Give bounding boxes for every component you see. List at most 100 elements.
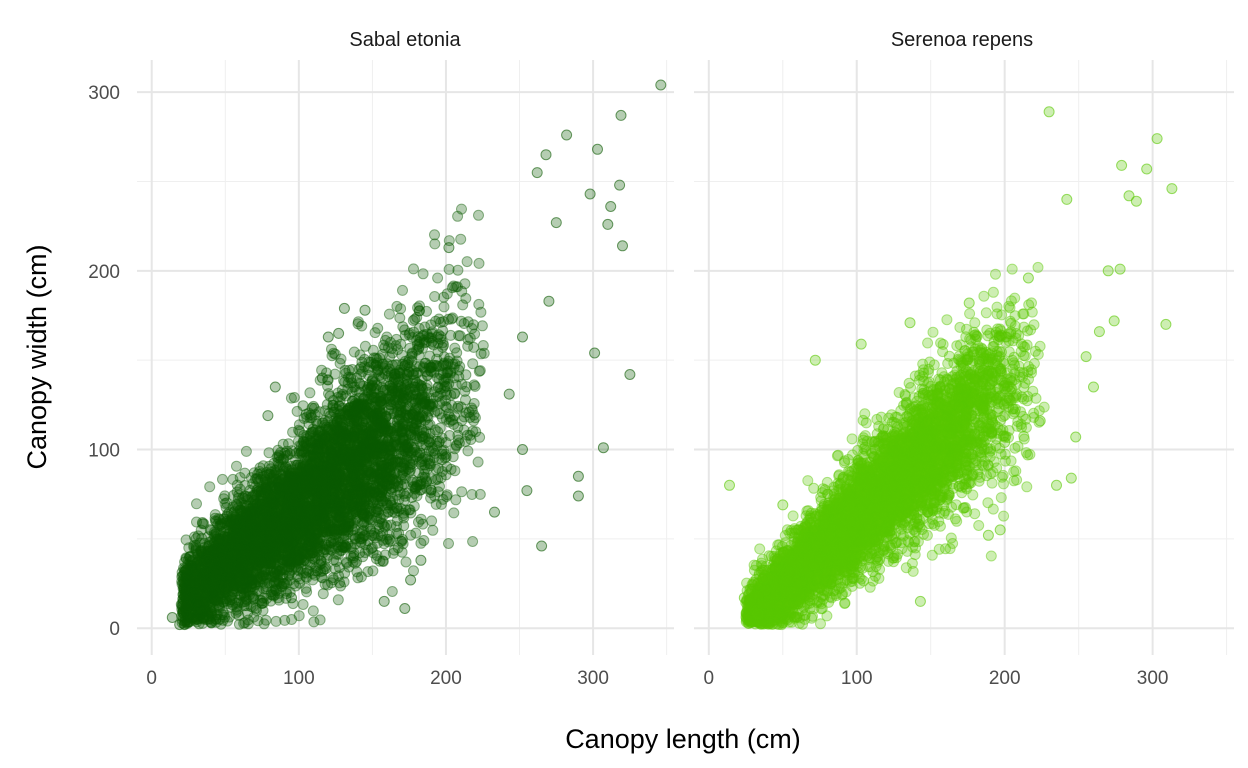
data-point — [214, 593, 226, 604]
data-point — [366, 473, 377, 485]
data-point — [295, 526, 307, 538]
data-point — [205, 592, 217, 603]
data-point — [235, 554, 247, 566]
data-point — [219, 557, 230, 569]
data-point — [268, 470, 279, 481]
data-point — [450, 379, 462, 391]
data-point — [440, 437, 452, 448]
data-point — [222, 548, 234, 560]
data-point — [329, 368, 341, 380]
data-point — [196, 592, 208, 604]
data-point — [462, 445, 474, 457]
data-point — [197, 573, 208, 585]
data-point — [295, 475, 307, 486]
data-point — [230, 561, 242, 573]
data-point — [269, 464, 281, 476]
data-point — [231, 460, 242, 472]
data-point — [343, 511, 355, 523]
data-point — [356, 417, 368, 429]
data-point — [253, 500, 265, 512]
data-point — [189, 567, 201, 579]
data-point — [369, 327, 381, 339]
data-point — [421, 370, 433, 382]
data-point — [259, 553, 271, 565]
data-point — [271, 550, 283, 562]
data-point — [285, 499, 297, 511]
data-point — [378, 520, 390, 532]
data-point — [285, 556, 297, 568]
data-point — [345, 540, 357, 552]
data-point — [443, 538, 454, 549]
data-point — [319, 494, 331, 506]
data-point — [350, 513, 362, 525]
data-point — [441, 367, 453, 379]
data-point — [277, 558, 289, 569]
data-point — [438, 351, 450, 363]
data-point — [371, 505, 383, 517]
data-point — [356, 533, 368, 545]
data-point — [302, 548, 314, 560]
data-point — [473, 257, 485, 269]
data-point — [357, 393, 369, 404]
data-point — [269, 558, 281, 570]
data-point — [319, 472, 331, 484]
data-point — [329, 500, 341, 512]
data-point — [186, 560, 198, 572]
data-point — [324, 410, 336, 422]
data-point — [242, 544, 254, 556]
data-point — [295, 547, 307, 559]
data-point — [332, 480, 344, 492]
data-point — [303, 442, 315, 454]
data-point — [269, 496, 281, 508]
data-point — [304, 428, 316, 440]
data-point — [473, 365, 485, 377]
data-point — [262, 550, 274, 562]
data-point — [425, 337, 437, 349]
data-point — [210, 528, 222, 540]
data-point — [270, 546, 282, 558]
data-point — [295, 474, 307, 485]
data-point — [294, 425, 306, 437]
data-point — [285, 392, 297, 404]
data-point — [370, 383, 382, 395]
data-point — [314, 490, 326, 502]
data-point — [345, 447, 357, 459]
data-point — [352, 316, 364, 328]
data-point — [338, 511, 350, 523]
data-point — [382, 342, 394, 353]
data-point — [336, 414, 348, 426]
data-point — [397, 418, 409, 430]
data-point — [177, 588, 189, 600]
data-point — [363, 426, 375, 438]
data-point — [287, 474, 298, 485]
data-point — [365, 408, 377, 420]
data-point — [348, 470, 360, 482]
data-point — [215, 556, 227, 568]
data-point — [335, 513, 347, 525]
data-point — [372, 392, 384, 404]
data-point — [191, 564, 202, 576]
data-point — [329, 477, 341, 489]
data-point — [256, 538, 268, 550]
data-point — [195, 562, 207, 574]
data-point — [254, 494, 266, 506]
data-point — [401, 378, 413, 390]
data-point — [237, 562, 249, 574]
data-point — [260, 483, 272, 495]
data-point — [326, 544, 338, 556]
data-point — [386, 586, 398, 597]
data-point — [227, 574, 239, 586]
data-point — [268, 517, 280, 529]
data-point — [443, 313, 454, 325]
data-point — [215, 570, 227, 582]
data-point — [294, 484, 306, 496]
data-point — [358, 456, 370, 468]
data-point — [342, 404, 354, 415]
data-point — [208, 529, 220, 541]
data-point — [365, 543, 377, 555]
data-point — [214, 590, 226, 602]
data-point — [381, 440, 393, 452]
data-point — [234, 508, 246, 520]
data-point — [327, 476, 338, 488]
data-point — [337, 479, 349, 491]
